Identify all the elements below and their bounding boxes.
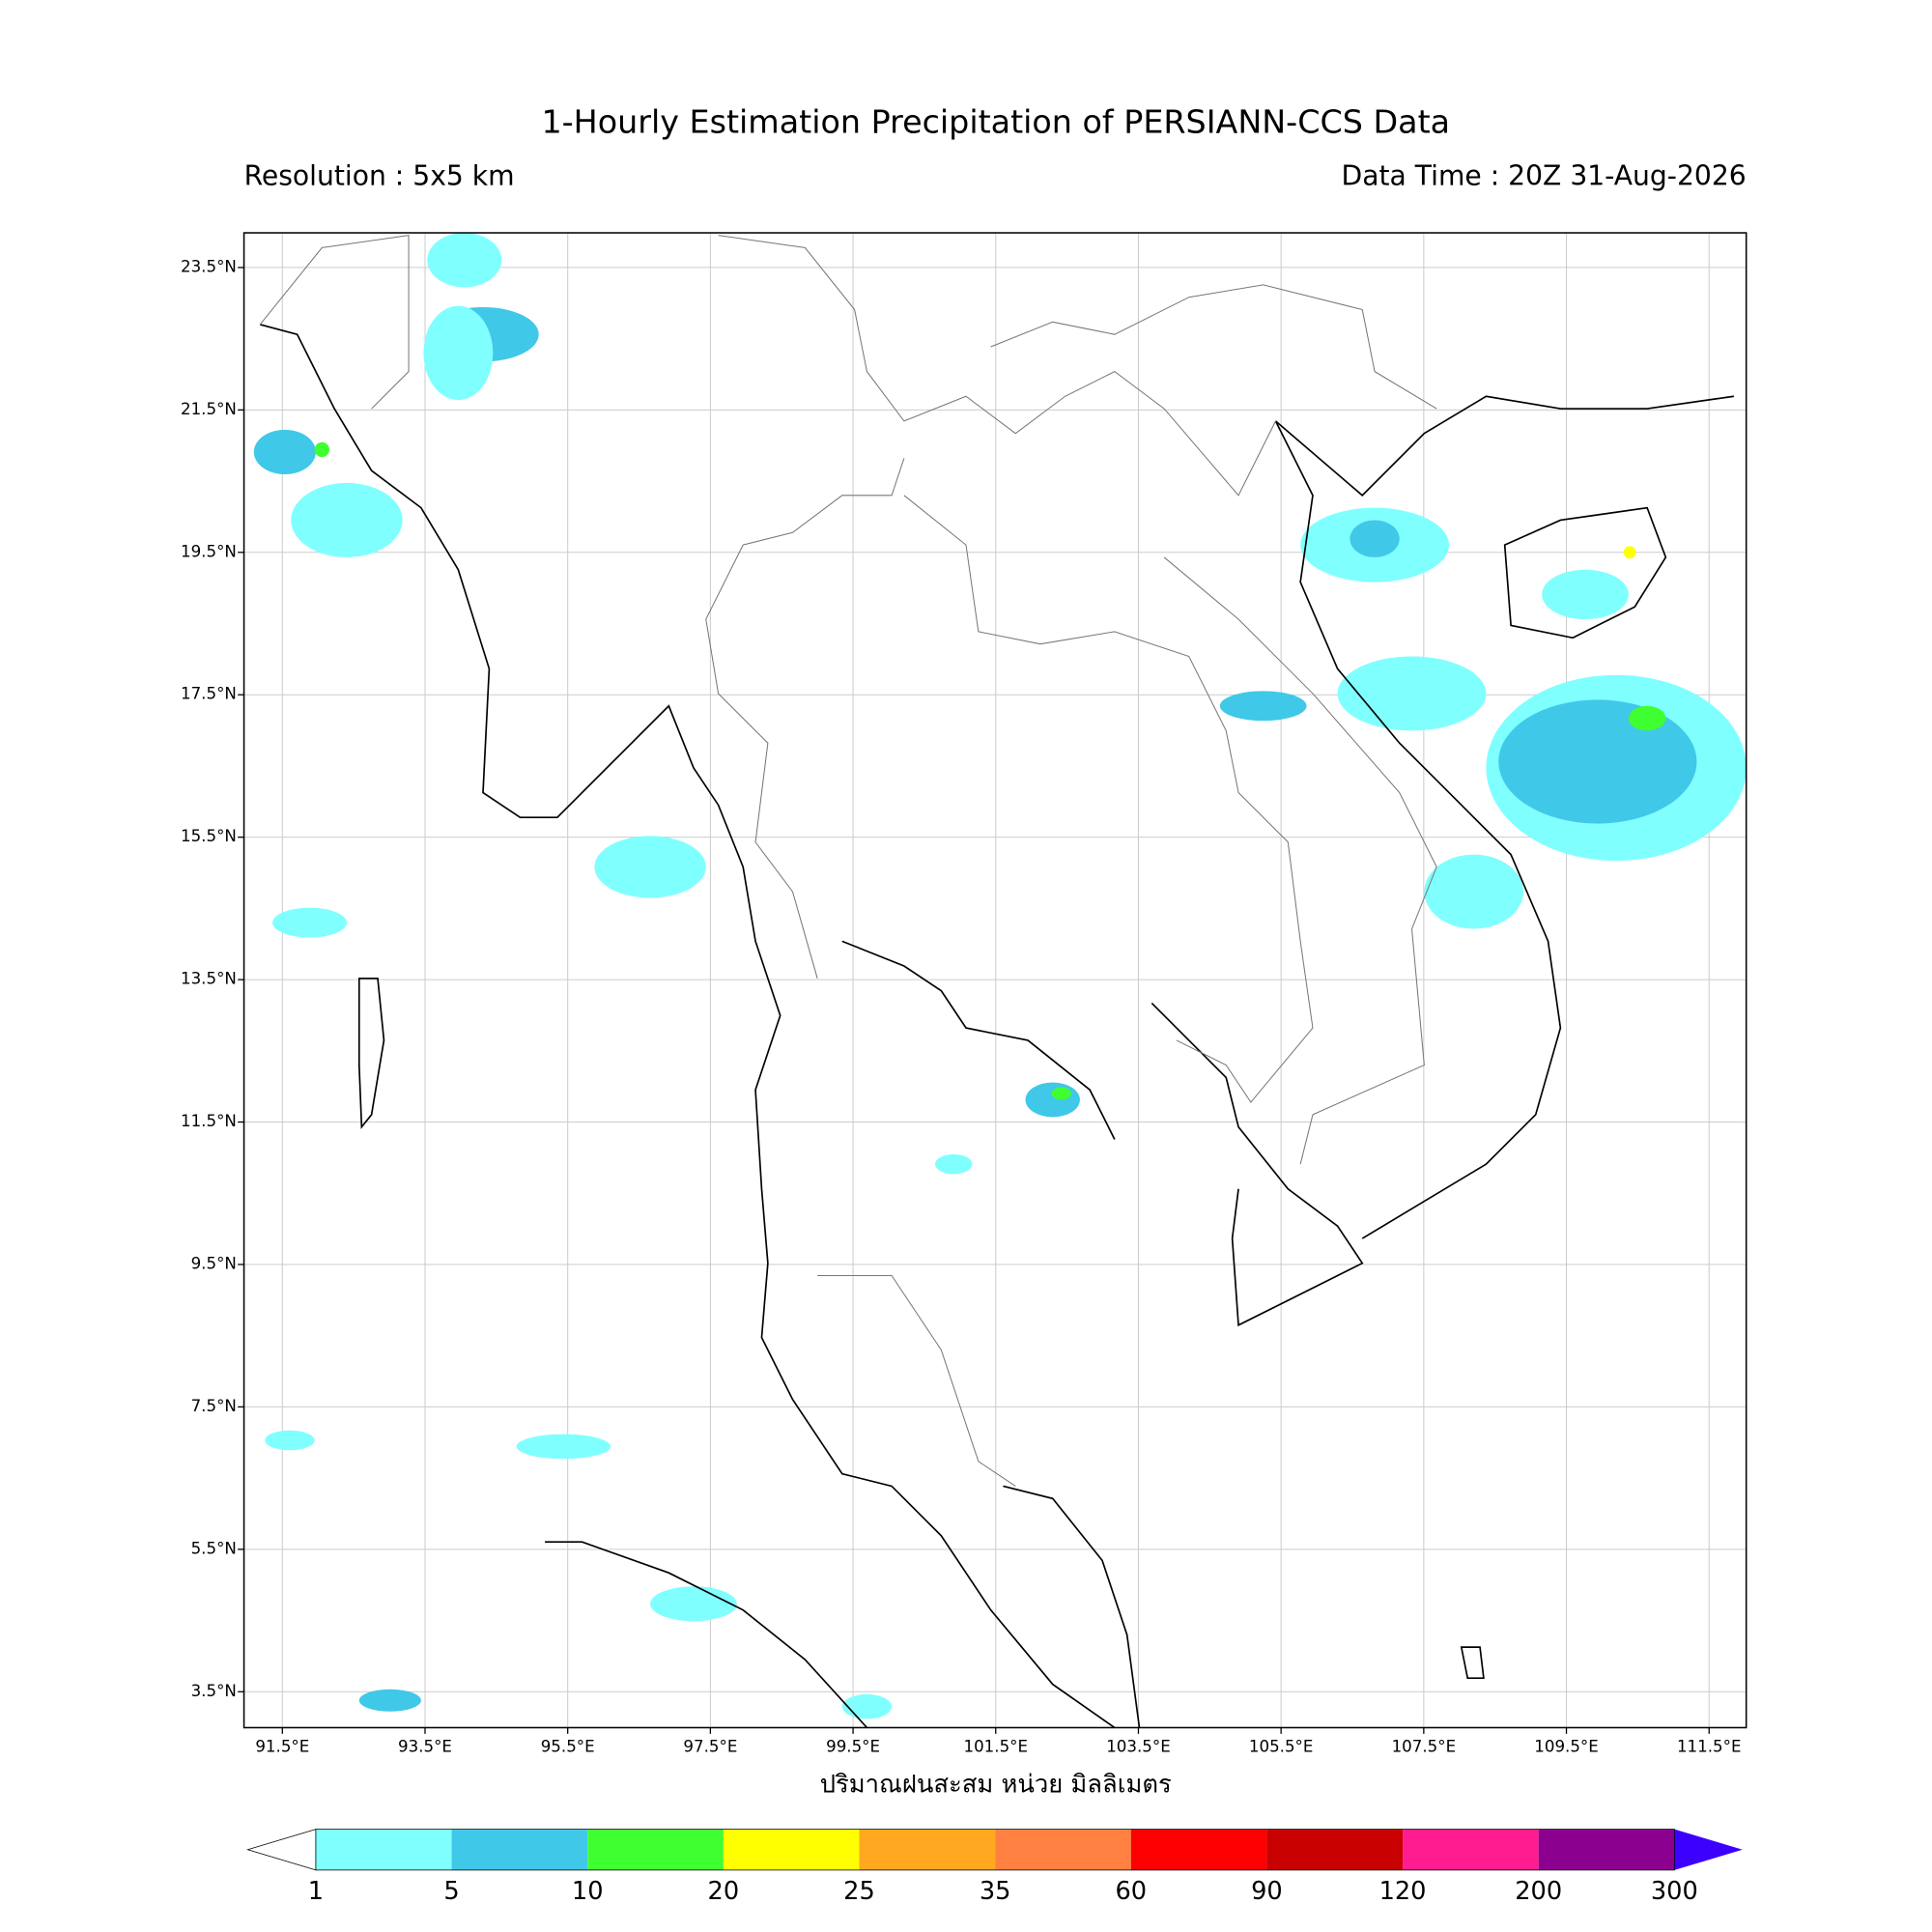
lat-tick-label: 7.5°N [191,1397,237,1415]
lon-tick-label: 109.5°E [1534,1737,1599,1755]
colorbar-segment [451,1829,588,1870]
colorbar-segment [315,1829,452,1870]
grid [238,233,1747,1734]
colorbar-frame [315,1829,1675,1871]
colorbar-segment [723,1829,860,1870]
lat-tick-label: 15.5°N [181,827,237,845]
data-time: Data Time : 20Z 31-Aug-2026 [1342,159,1747,191]
lon-tick-label: 101.5°E [963,1737,1028,1755]
lat-tick-label: 11.5°N [181,1112,237,1130]
colorbar-over [1674,1829,1743,1870]
lon-tick-label: 105.5°E [1249,1737,1314,1755]
lat-tick-label: 17.5°N [181,685,237,703]
lon-tick-label: 91.5°E [255,1737,309,1755]
coastlines [260,324,1734,1729]
lat-tick-label: 19.5°N [181,542,237,560]
colorbar-segment [1266,1829,1404,1870]
colorbar-label: 120 [1379,1877,1427,1906]
colorbar-label: 35 [980,1877,1011,1906]
lat-tick-label: 21.5°N [181,400,237,418]
lat-tick-label: 13.5°N [181,970,237,988]
lat-tick-label: 23.5°N [181,257,237,275]
lat-tick-label: 9.5°N [191,1254,237,1272]
lon-tick-label: 97.5°E [683,1737,737,1755]
lat-tick-label: 3.5°N [191,1682,237,1700]
borders [259,234,1437,1487]
title: 1-Hourly Estimation Precipitation of PER… [541,103,1450,141]
x-label: ปริมาณฝนสะสม หน่วย มิลลิเมตร [820,1771,1172,1800]
colorbar-segment [1130,1829,1267,1870]
colorbar-label: 20 [708,1877,740,1906]
colorbar-segment [587,1829,724,1870]
lon-tick-label: 93.5°E [398,1737,452,1755]
colorbar-label: 200 [1515,1877,1562,1906]
lon-tick-label: 95.5°E [541,1737,595,1755]
colorbar-under [246,1829,317,1871]
lon-tick-label: 107.5°E [1392,1737,1457,1755]
lon-tick-label: 103.5°E [1106,1737,1171,1755]
lon-tick-label: 111.5°E [1677,1737,1742,1755]
colorbar-label: 60 [1115,1877,1147,1906]
lon-tick-label: 99.5°E [826,1737,880,1755]
colorbar-segment [1538,1829,1675,1870]
colorbar-label: 90 [1251,1877,1283,1906]
colorbar-label: 25 [843,1877,875,1906]
map-frame [242,232,1747,1729]
lat-tick-label: 5.5°N [191,1539,237,1557]
colorbar-label: 5 [443,1877,459,1906]
colorbar: 1 5 10 20 25 35 60 90 120 200 300 [246,1829,1743,1906]
colorbar-label: 1 [308,1877,324,1906]
colorbar-label: 300 [1651,1877,1698,1906]
colorbar-segment [995,1829,1131,1870]
rain [253,233,1747,1719]
colorbar-segment [1403,1829,1539,1870]
resolution: Resolution : 5x5 km [244,159,515,191]
colorbar-segment [859,1829,996,1870]
colorbar-label: 10 [572,1877,604,1906]
